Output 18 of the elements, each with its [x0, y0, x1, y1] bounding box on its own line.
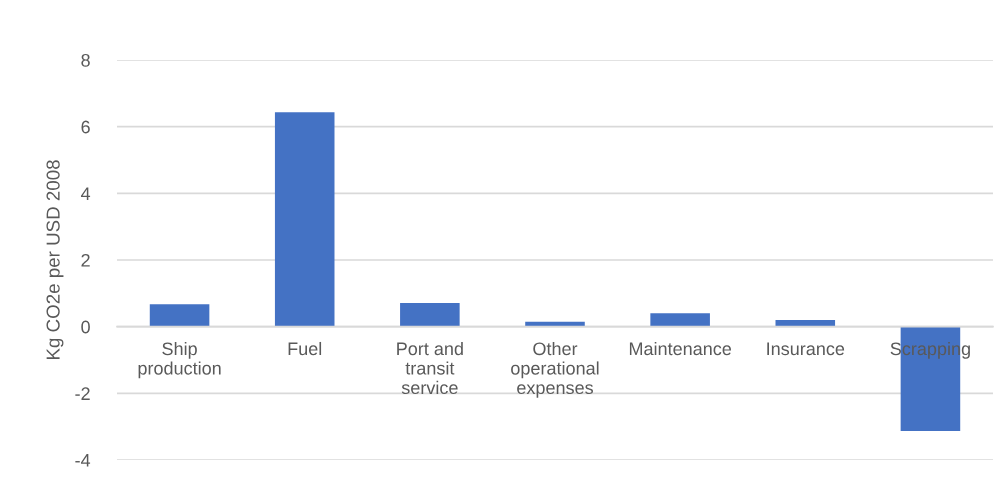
- x-tick-label: Fuel: [288, 341, 322, 356]
- bar: [400, 303, 460, 327]
- x-tick-label: Maintenance: [629, 341, 732, 356]
- x-tick-label: Insurance: [767, 342, 845, 356]
- bar: [650, 313, 710, 327]
- y-tick-label: 2: [81, 253, 90, 267]
- y-tick-label: 4: [80, 187, 91, 200]
- x-tick-label: Other operational expenses: [511, 341, 599, 398]
- x-tick-label: Port and transit service: [397, 341, 463, 395]
- y-tick-label: -2: [75, 387, 90, 400]
- y-tick-label: 0: [81, 320, 90, 334]
- y-tick-label: -4: [75, 454, 91, 467]
- y-axis-title: Kg CO2e per USD 2008: [46, 160, 64, 360]
- x-tick-label: Ship production: [138, 341, 221, 379]
- y-tick-label: 6: [81, 120, 90, 134]
- bar: [149, 304, 210, 327]
- bar: [274, 112, 335, 327]
- y-tick-label: 8: [81, 53, 90, 67]
